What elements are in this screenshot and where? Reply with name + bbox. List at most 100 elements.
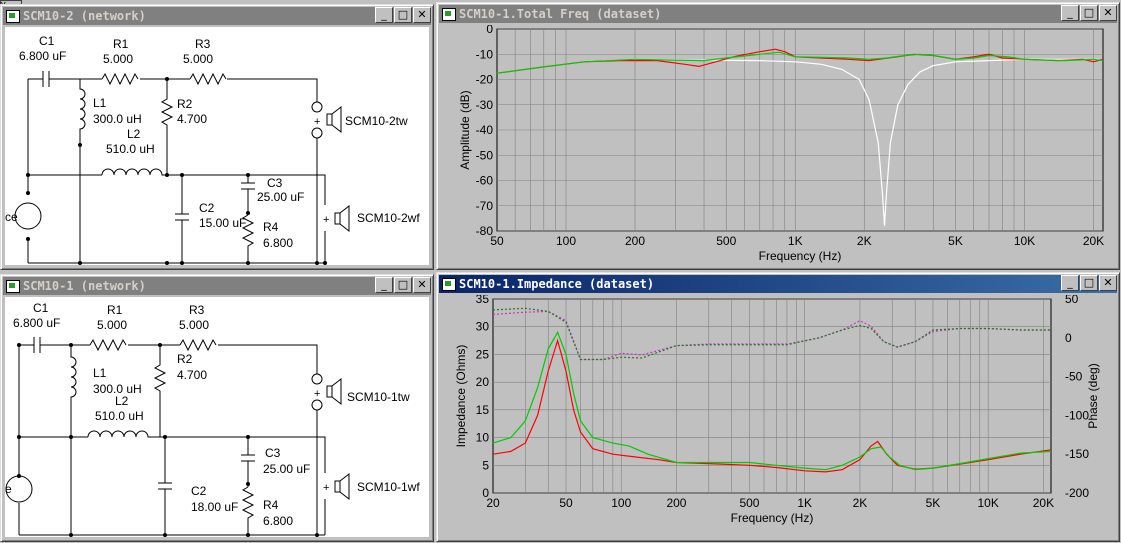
x-tick-label: 20K <box>1033 496 1054 510</box>
woofer-label: SCM10-2wf <box>357 211 420 225</box>
x-tick-label: 5K <box>926 496 941 510</box>
capacitor-c1[interactable] <box>40 71 52 87</box>
frequency-response-chart[interactable]: 50 100 200 500 1K 2K 5K 10K 20K 0 -10 -20 -30 -40 -50 -… <box>441 25 1115 265</box>
tweeter-label: SCM10-1tw <box>347 390 410 404</box>
title-bar[interactable]: SCM10-1.Total Freq (dataset) <box>439 5 1117 23</box>
chart-area[interactable]: 20 50 100 200 500 1K 2K 5K 10K 20K 35 30 25 20 15 10 5 0 5… <box>441 295 1115 537</box>
y2-tick-label: 50 <box>1065 295 1079 306</box>
svg-text:+: + <box>314 388 320 400</box>
window-title: SCM10-1.Impedance (dataset) <box>459 277 655 291</box>
woofer-speaker-icon[interactable] <box>334 472 350 501</box>
source-circle[interactable] <box>14 202 42 230</box>
inductor-l1[interactable] <box>79 79 86 263</box>
capacitor-c3[interactable] <box>241 182 255 190</box>
resistor-r1[interactable] <box>101 72 139 86</box>
r4-label: R4 <box>263 220 279 234</box>
chart-area[interactable]: 50 100 200 500 1K 2K 5K 10K 20K 0 -10 -20 -30 -40 -50 -… <box>441 25 1115 265</box>
l1-value: 300.0 uH <box>93 382 142 396</box>
resistor-r4[interactable] <box>241 486 255 535</box>
capacitor-c2[interactable] <box>158 482 172 490</box>
tweeter-speaker-icon[interactable] <box>326 105 342 134</box>
y-tick-label: -40 <box>476 123 494 137</box>
minimize-button[interactable]: _ <box>375 277 393 293</box>
maximize-button[interactable]: □ <box>1080 275 1098 291</box>
svg-text:+: + <box>314 116 320 128</box>
r2-value: 4.700 <box>177 112 207 126</box>
resistor-r4[interactable] <box>241 214 255 263</box>
series-line-darkgreen <box>492 307 1051 361</box>
schematic-svg: C1 6.800 uF R1 5.000 R3 5.000 L1 300.0 u… <box>5 34 420 265</box>
inductor-l2[interactable] <box>101 168 182 176</box>
l2-label: L2 <box>127 127 141 141</box>
woofer-speaker-icon[interactable] <box>334 204 350 233</box>
y2-tick-label: -150 <box>1065 447 1089 461</box>
inductor-l1[interactable] <box>70 345 77 535</box>
close-button[interactable]: ✕ <box>413 277 431 293</box>
svg-text:+: + <box>323 482 329 494</box>
y-tick-label: -50 <box>476 148 494 162</box>
x-tick-label: 500 <box>739 496 759 510</box>
c1-label: C1 <box>33 301 49 315</box>
y-tick-label: 20 <box>476 375 490 389</box>
impedance-window[interactable]: SCM10-1.Impedance (dataset) _ □ ✕ 20 50 100 2… <box>436 272 1120 542</box>
y2-tick-label: -200 <box>1065 486 1089 500</box>
x-tick-label: 100 <box>556 234 576 248</box>
x-tick-label: 50 <box>490 234 504 248</box>
c1-value: 6.800 uF <box>13 316 60 330</box>
minimize-button[interactable]: _ <box>375 7 393 23</box>
title-bar[interactable]: SCM10-1 (network) <box>3 277 431 295</box>
window-title: SCM10-1.Total Freq (dataset) <box>459 7 662 21</box>
schematic-canvas[interactable]: C1 6.800 uF R1 5.000 R3 5.000 L1 300.0 u… <box>5 297 429 537</box>
x-tick-label: 2K <box>857 234 872 248</box>
y-tick-label: 0 <box>482 486 489 500</box>
resistor-r3[interactable] <box>179 338 217 352</box>
maximize-button[interactable]: □ <box>394 7 412 23</box>
minimize-button[interactable]: _ <box>1061 275 1079 291</box>
close-button[interactable]: ✕ <box>1099 275 1117 291</box>
y-tick-label: -30 <box>476 98 494 112</box>
r4-label: R4 <box>263 498 279 512</box>
y-tick-label: -60 <box>476 174 494 188</box>
inductor-l2[interactable] <box>87 430 165 438</box>
capacitor-c1[interactable] <box>31 337 43 353</box>
resistor-r2[interactable] <box>153 345 167 437</box>
maximize-button[interactable]: □ <box>1080 5 1098 21</box>
schematic-canvas[interactable]: C1 6.800 uF R1 5.000 R3 5.000 L1 300.0 u… <box>5 27 429 265</box>
capacitor-c2[interactable] <box>175 213 189 221</box>
y-tick-label: 30 <box>476 320 490 334</box>
x-tick-label: 10K <box>1014 234 1035 248</box>
l1-label: L1 <box>93 366 107 380</box>
series-line-green <box>496 51 1104 74</box>
title-bar[interactable]: SCM10-1.Impedance (dataset) <box>439 275 1117 293</box>
window-icon <box>6 280 20 293</box>
network-window-scm10-2[interactable]: SCM10-2 (network) _ □ ✕ <box>0 4 434 270</box>
r1-value: 5.000 <box>97 318 127 332</box>
y2-tick-label: 0 <box>1065 331 1072 345</box>
resistor-r1[interactable] <box>89 338 127 352</box>
resistor-r3[interactable] <box>189 72 227 86</box>
r2-label: R2 <box>177 97 193 111</box>
minimize-button[interactable]: _ <box>1061 5 1079 21</box>
schematic-svg: C1 6.800 uF R1 5.000 R3 5.000 L1 300.0 u… <box>5 301 420 537</box>
maximize-button[interactable]: □ <box>394 277 412 293</box>
svg-text:+: + <box>323 214 329 226</box>
tweeter-speaker-icon[interactable] <box>326 377 342 406</box>
capacitor-c3[interactable] <box>241 454 255 462</box>
y-tick-label: -70 <box>476 199 494 213</box>
x-tick-label: 10K <box>977 496 998 510</box>
x-tick-label: 200 <box>666 496 686 510</box>
impedance-chart[interactable]: 20 50 100 200 500 1K 2K 5K 10K 20K353025201510505… <box>441 295 1115 537</box>
l2-value: 510.0 uH <box>95 409 144 423</box>
y2-tick-label: -50 <box>1065 370 1083 384</box>
tweeter-label: SCM10-2tw <box>345 114 408 128</box>
close-button[interactable]: ✕ <box>413 7 431 23</box>
close-button[interactable]: ✕ <box>1099 5 1117 21</box>
x-tick-label: 20 <box>486 496 500 510</box>
c2-value: 18.00 uF <box>191 500 238 514</box>
c3-value: 25.00 uF <box>263 462 310 476</box>
resistor-r2[interactable] <box>160 79 174 175</box>
x-tick-label: 100 <box>611 496 631 510</box>
frequency-response-window[interactable]: SCM10-1.Total Freq (dataset) _ □ ✕ 50 100 20… <box>436 2 1120 270</box>
network-window-scm10-1[interactable]: SCM10-1 (network) _ □ ✕ <box>0 274 434 542</box>
title-bar[interactable]: SCM10-2 (network) <box>3 7 431 25</box>
